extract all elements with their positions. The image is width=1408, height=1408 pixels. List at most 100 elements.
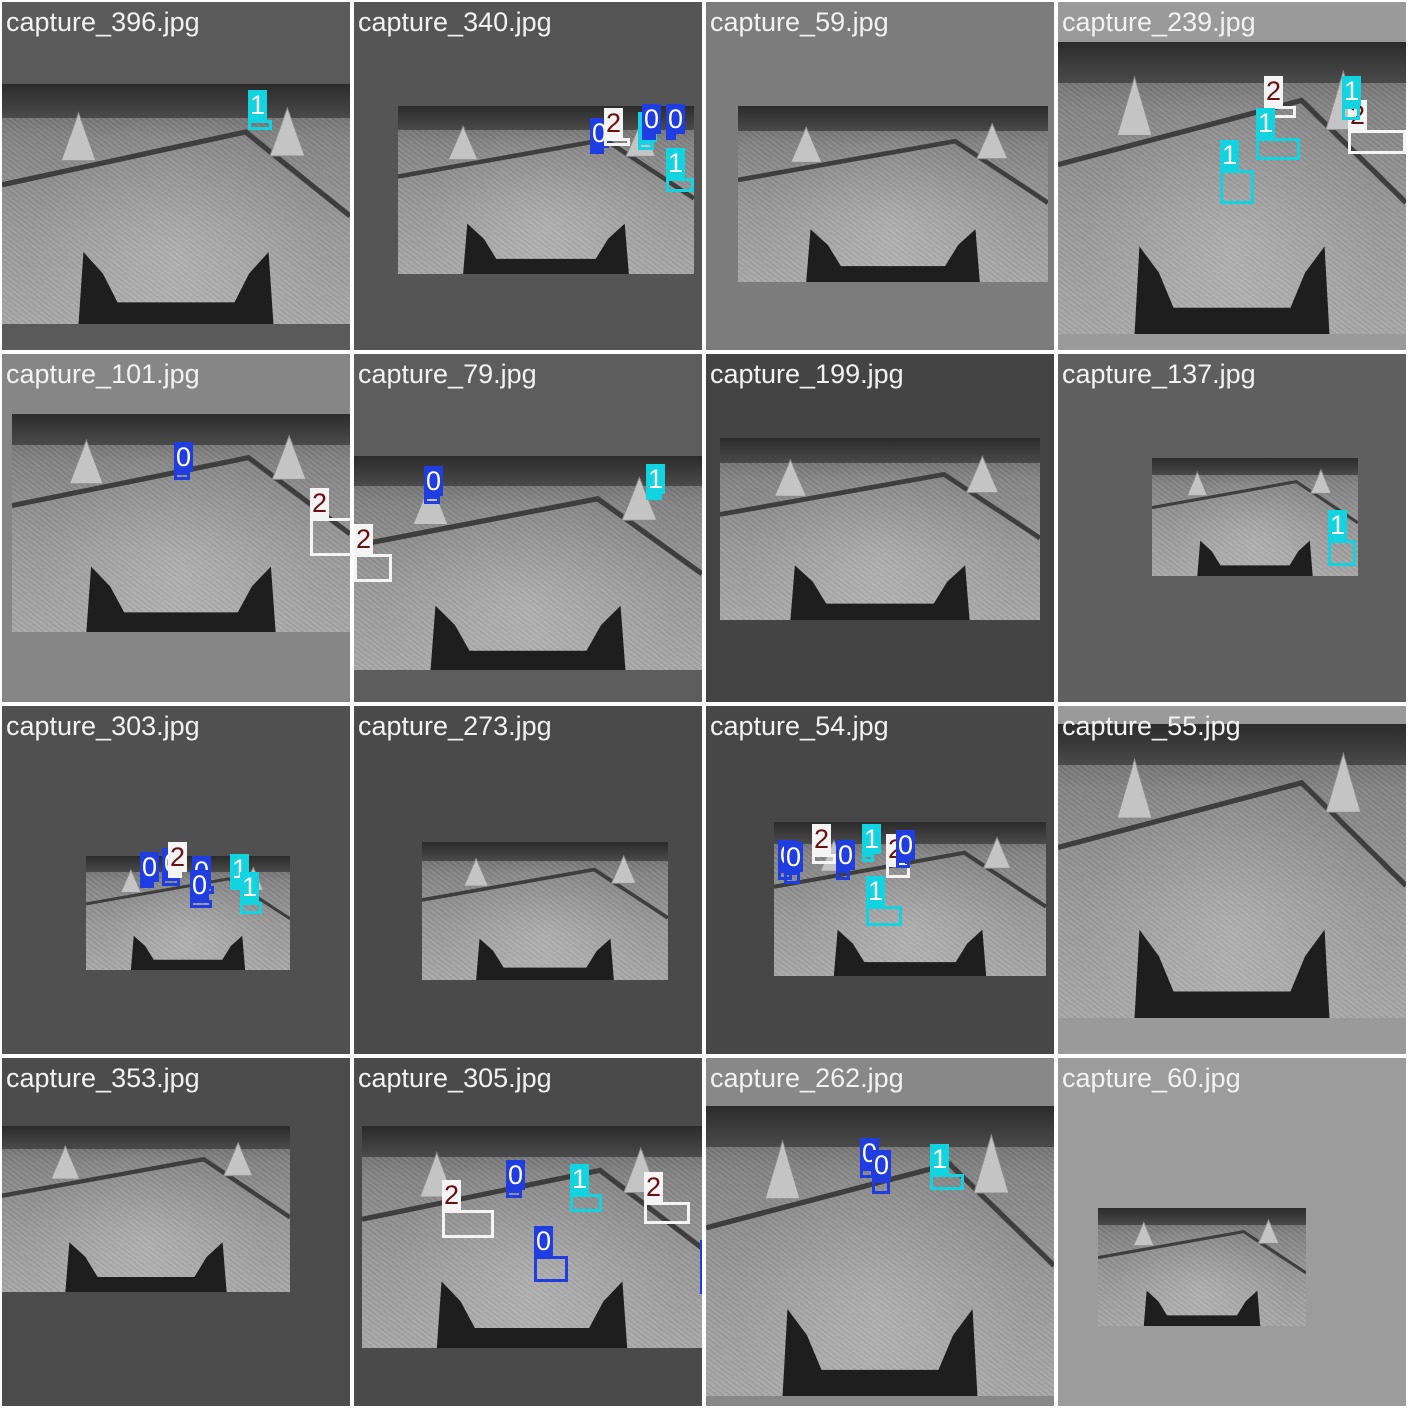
detection-label: 0 [642, 104, 662, 134]
robot-gripper [1134, 246, 1330, 334]
camera-frame [738, 106, 1048, 282]
detection-label: 2 [354, 524, 374, 554]
robot-gripper [463, 223, 629, 274]
traffic-cone [982, 836, 1012, 869]
traffic-cone [119, 868, 142, 893]
traffic-cone [222, 1141, 254, 1177]
tape-line [1058, 97, 1406, 205]
camera-frame [422, 842, 668, 980]
detection-label: 0 [174, 442, 194, 472]
grid-tile[interactable]: 021001capture_340.jpg [354, 2, 702, 350]
tile-filename: capture_273.jpg [358, 711, 552, 741]
tape-line [86, 877, 290, 920]
detection-label: 1 [248, 90, 268, 120]
robot-gripper [806, 229, 980, 282]
grid-tile[interactable]: 2 1 1 2 1 capture_239.jpg [1058, 2, 1406, 350]
detection-label: 2 [604, 108, 624, 138]
grid-tile[interactable]: capture_55.jpg [1058, 706, 1406, 1054]
grid-tile[interactable]: 1 capture_396.jpg [2, 2, 350, 350]
detection-label: 1 [866, 876, 886, 906]
grid-tile[interactable]: 2 0 1 2 0 0 capture_305.jpg [354, 1058, 702, 1406]
robot-gripper [78, 252, 274, 324]
detection-box-class-0 [590, 148, 604, 154]
detection-label: 1 [930, 1144, 950, 1174]
robot-gripper [430, 605, 626, 670]
camera-frame [362, 1126, 702, 1348]
tile-filename: capture_262.jpg [710, 1063, 904, 1093]
detection-label: 0 [666, 104, 686, 134]
grid-tile[interactable]: 1 capture_137.jpg [1058, 354, 1406, 702]
detection-label: 2 [310, 488, 330, 518]
detection-label: 1 [1342, 76, 1362, 106]
detection-box-class-1 [862, 854, 874, 862]
tape-line [706, 1161, 1054, 1268]
detection-label: 1 [862, 824, 882, 854]
detection-box-class-1 [240, 902, 262, 914]
tile-filename: capture_54.jpg [710, 711, 889, 741]
detection-box-class-1 [248, 120, 272, 130]
traffic-cone [1325, 751, 1362, 813]
detection-label: 0 [506, 1160, 526, 1190]
camera-frame [706, 1106, 1054, 1396]
detection-label: 1 [1256, 108, 1276, 138]
traffic-cone [610, 854, 637, 884]
grid-tile[interactable]: capture_273.jpg [354, 706, 702, 1054]
camera-frame [1058, 724, 1406, 1018]
traffic-cone [1257, 1218, 1280, 1244]
detection-box-class-2 [442, 1210, 494, 1238]
detection-label: 1 [1328, 510, 1348, 540]
detection-box-class-1 [1342, 106, 1360, 120]
grid-tile[interactable]: capture_199.jpg [706, 354, 1054, 702]
detection-label: 0 [700, 1240, 702, 1270]
tape-line [2, 1156, 290, 1220]
detection-box-class-2 [644, 1202, 690, 1224]
tape-line [1098, 1229, 1306, 1275]
detection-box-class-0 [190, 900, 212, 908]
robot-gripper [1197, 540, 1313, 576]
detection-label: 0 [190, 870, 210, 900]
detection-box-class-0 [162, 878, 180, 886]
grid-tile[interactable]: 0020011capture_303.jpg [2, 706, 350, 1054]
detection-box-class-0 [506, 1190, 522, 1198]
detection-box-class-1 [638, 142, 654, 150]
camera-frame [2, 1126, 290, 1292]
detection-label: 0 [872, 1150, 892, 1180]
detection-label: 2 [644, 1172, 664, 1202]
grid-tile[interactable]: capture_353.jpg [2, 1058, 350, 1406]
tile-filename: capture_396.jpg [6, 7, 200, 37]
detection-label: 1 [1220, 140, 1240, 170]
grid-tile[interactable]: 0 0 1 capture_262.jpg [706, 1058, 1054, 1406]
detection-box-class-0 [140, 882, 154, 888]
grid-tile[interactable]: 0 1 2 capture_79.jpg [354, 354, 702, 702]
detection-label: 2 [1264, 76, 1284, 106]
tile-filename: capture_79.jpg [358, 359, 537, 389]
detection-box-class-2 [168, 872, 182, 878]
traffic-cone [764, 1139, 801, 1200]
robot-gripper [790, 565, 970, 620]
scene-drawing [720, 454, 1040, 620]
tape-line [422, 867, 668, 920]
grid-tile[interactable]: 0 2 capture_101.jpg [2, 354, 350, 702]
grid-tile[interactable]: capture_60.jpg [1058, 1058, 1406, 1406]
tile-filename: capture_60.jpg [1062, 1063, 1241, 1093]
robot-gripper [476, 938, 614, 980]
detection-box-class-2 [604, 138, 630, 146]
detection-box-class-0 [896, 860, 910, 868]
background-wall [1098, 1208, 1306, 1225]
detection-box-class-2 [1348, 130, 1406, 154]
robot-gripper [782, 1309, 978, 1396]
traffic-cone [1116, 75, 1153, 136]
grid-tile[interactable]: 00201201capture_54.jpg [706, 706, 1054, 1054]
traffic-cone [1309, 468, 1332, 494]
tape-line [738, 138, 1048, 205]
background-wall [2, 84, 350, 118]
background-wall [362, 1126, 702, 1158]
detection-box-class-1 [1328, 540, 1356, 566]
detection-label: 2 [168, 842, 188, 872]
scene-drawing [1152, 468, 1358, 576]
traffic-cone [789, 125, 823, 163]
grid-tile[interactable]: capture_59.jpg [706, 2, 1054, 350]
scene-drawing [1058, 751, 1406, 1018]
detection-label: 0 [896, 830, 916, 860]
detection-label: 1 [240, 872, 260, 902]
